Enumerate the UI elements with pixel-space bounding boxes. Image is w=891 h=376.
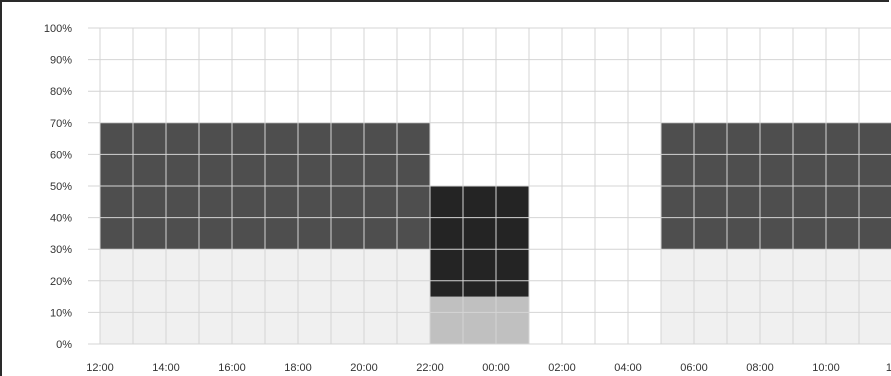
x-tick-label: 08:00 (746, 362, 774, 374)
x-tick-label: 06:00 (680, 362, 708, 374)
x-tick-label: 12:00 (86, 362, 114, 374)
x-tick-label: 02:00 (548, 362, 576, 374)
y-tick-label: 30% (50, 244, 72, 256)
y-tick-label: 0% (56, 339, 72, 351)
band-2-0 (430, 296, 529, 344)
x-tick-label: 22:00 (416, 362, 444, 374)
y-tick-label: 100% (44, 23, 72, 35)
band-3-0 (430, 186, 529, 297)
x-tick-label: 00:00 (482, 362, 510, 374)
x-tick-label: 16:00 (218, 362, 246, 374)
y-tick-label: 40% (50, 213, 72, 225)
x-tick-label: 10:00 (812, 362, 840, 374)
x-tick-label: 20:00 (350, 362, 378, 374)
x-tick-label: 14:00 (152, 362, 180, 374)
x-axis: 12:00 14:00 16:00 18:00 20:00 22:00 00:00 02:00… (86, 362, 891, 374)
y-tick-label: 80% (50, 86, 72, 98)
x-tick-label: 12 (886, 362, 891, 374)
x-tick-label: 04:00 (614, 362, 642, 374)
grid-lines (88, 27, 891, 345)
band-0-1 (661, 249, 891, 344)
x-tick-label: 18:00 (284, 362, 312, 374)
y-tick-label: 20% (50, 276, 72, 288)
y-tick-label: 60% (50, 149, 72, 161)
y-tick-label: 50% (50, 181, 72, 193)
y-tick-label: 10% (50, 307, 72, 319)
y-axis: 0% 10% 20% 30% 40% 50% 60% 70% 80% 90% 100% (44, 23, 72, 351)
y-tick-label: 70% (50, 118, 72, 130)
y-tick-label: 90% (50, 55, 72, 67)
